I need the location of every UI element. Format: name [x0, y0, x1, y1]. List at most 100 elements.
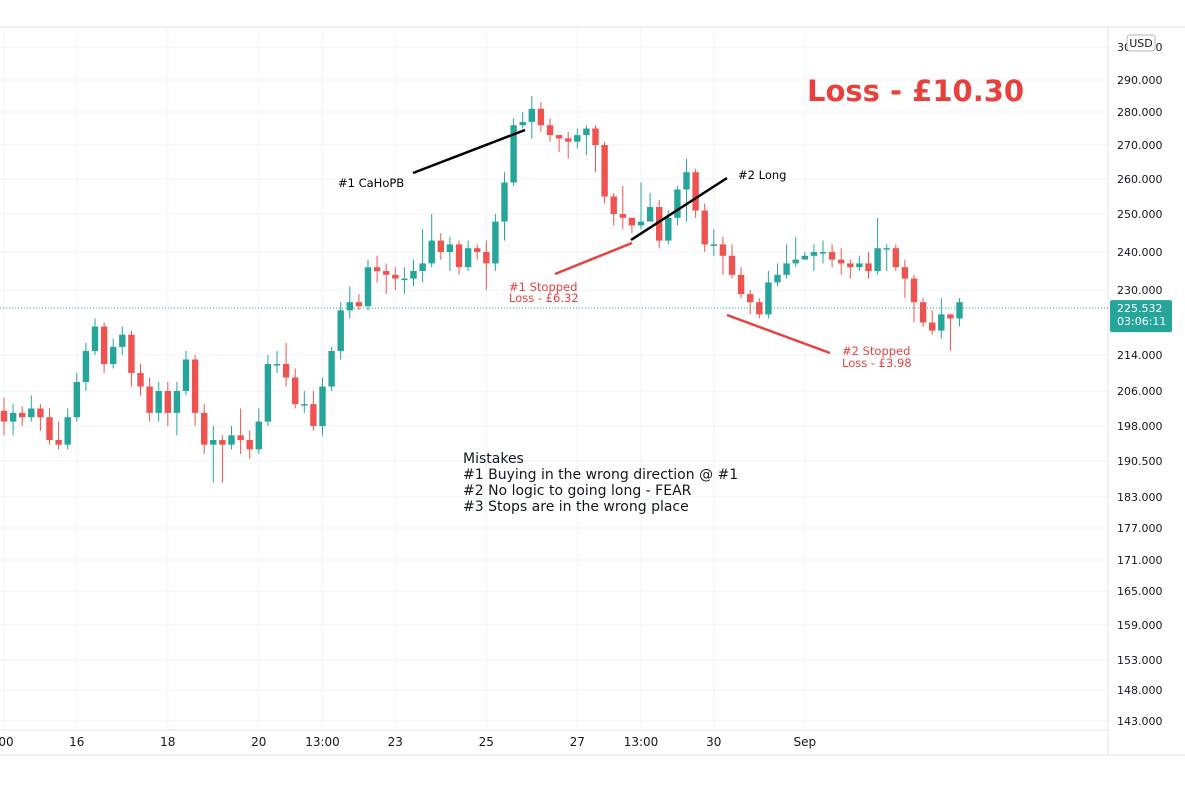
total-loss-title: Loss - £10.30 [807, 74, 1024, 108]
trade2-entry-line[interactable] [630, 176, 728, 242]
price-tick-label: 198.000 [1117, 420, 1163, 433]
candle-body [838, 259, 845, 264]
candle-body [665, 217, 672, 241]
candle-body [492, 221, 499, 264]
candle-body [328, 350, 335, 387]
candle-body [510, 125, 517, 183]
time-tick-label: 16 [69, 735, 84, 749]
candle-body [610, 196, 617, 214]
time-tick-label: 13:00 [624, 735, 659, 749]
stop1-line[interactable] [554, 241, 633, 276]
price-tick-label: 171.000 [1117, 554, 1163, 567]
time-axis[interactable]: :00 16 18 20 13:00 23 25 27 13:00 30 Sep [0, 735, 816, 749]
candle-body [874, 248, 881, 271]
candle-body [410, 271, 417, 279]
candle-body [383, 271, 390, 275]
candle-body [201, 412, 208, 445]
price-tick-label: 153.000 [1117, 654, 1163, 667]
candle-body [82, 350, 90, 382]
trade2-label: #2 Long [738, 168, 786, 182]
candle-body [801, 255, 808, 260]
candle-body [73, 382, 80, 418]
price-axis[interactable]: 300.000290.000280.000270.000260.000250.0… [1117, 41, 1163, 728]
candle-body [46, 417, 53, 440]
candle-body [683, 172, 690, 190]
time-tick-label: 18 [160, 735, 175, 749]
price-tick-label: 165.000 [1117, 585, 1163, 598]
candle-body [310, 404, 317, 426]
stop1-label-line2: Loss - £6.32 [509, 291, 579, 305]
candle-body [810, 252, 818, 256]
price-tick-label: 148.000 [1117, 684, 1163, 697]
candle-body [883, 248, 890, 250]
candle-body [246, 440, 253, 450]
candle-body [191, 359, 199, 413]
candle-body [355, 302, 363, 307]
trade1-entry-line[interactable] [412, 128, 526, 175]
candle-body [592, 128, 599, 145]
candle-body [910, 278, 918, 303]
currency-badge[interactable] [1126, 34, 1156, 52]
candle-body [137, 373, 144, 387]
candle-body [774, 274, 781, 283]
candle-body [337, 310, 344, 351]
stop2-line[interactable] [726, 313, 831, 355]
time-tick-label: 23 [388, 735, 403, 749]
candle-body [428, 240, 435, 264]
time-tick-label: :00 [0, 735, 14, 749]
candle-body [255, 421, 262, 450]
candle-body [719, 244, 727, 256]
candle-body [319, 386, 326, 426]
candle-body [519, 121, 526, 126]
currency-label: USD [1129, 37, 1153, 50]
last-price-tag [1110, 300, 1172, 333]
candle-body [646, 207, 654, 222]
candle-body [747, 294, 754, 303]
candle-body [37, 408, 44, 418]
time-tick-label: 13:00 [305, 735, 340, 749]
candle-body [865, 263, 872, 271]
candle-body [164, 391, 171, 413]
time-tick-label: 27 [570, 735, 585, 749]
candle-body [219, 440, 226, 445]
time-tick-label: 20 [251, 735, 266, 749]
price-tick-label: 240.000 [1117, 246, 1163, 259]
time-tick-label: Sep [793, 735, 816, 749]
candle-body [938, 314, 945, 331]
candle-body [565, 138, 572, 142]
candle-body [301, 404, 308, 406]
candle-body [228, 435, 235, 445]
candle-body [373, 267, 381, 271]
candle-body [419, 263, 426, 271]
mistakes-title: Mistakes [463, 451, 524, 467]
candle-body [956, 302, 963, 319]
candle-body [583, 128, 590, 136]
time-tick-label: 30 [706, 735, 721, 749]
price-tick-label: 214.000 [1117, 349, 1163, 362]
candle-body [455, 244, 463, 268]
bar-countdown: 03:06:11 [1117, 315, 1166, 328]
candle-body [292, 377, 299, 405]
price-tick-label: 159.000 [1117, 619, 1163, 632]
candle-body [656, 207, 663, 241]
candle-body [783, 263, 790, 275]
candle-body [619, 214, 626, 218]
price-tick-label: 290.000 [1117, 74, 1163, 87]
candle-body [574, 135, 581, 142]
stop2-label-line1: #2 Stopped [842, 344, 910, 358]
candle-body [947, 314, 954, 319]
candle-body [601, 145, 608, 197]
time-tick-label: 25 [479, 735, 494, 749]
candle-body [474, 248, 481, 252]
candle-body [437, 240, 444, 252]
price-tick-label: 183.000 [1117, 491, 1163, 504]
candle-body [765, 282, 772, 315]
candle-body [64, 417, 71, 445]
candle-body [182, 359, 190, 391]
candle-body [401, 278, 408, 281]
price-tick-label: 260.000 [1117, 173, 1163, 186]
candle-body [155, 391, 162, 413]
candle-body [346, 302, 353, 311]
candle-body [637, 221, 645, 226]
